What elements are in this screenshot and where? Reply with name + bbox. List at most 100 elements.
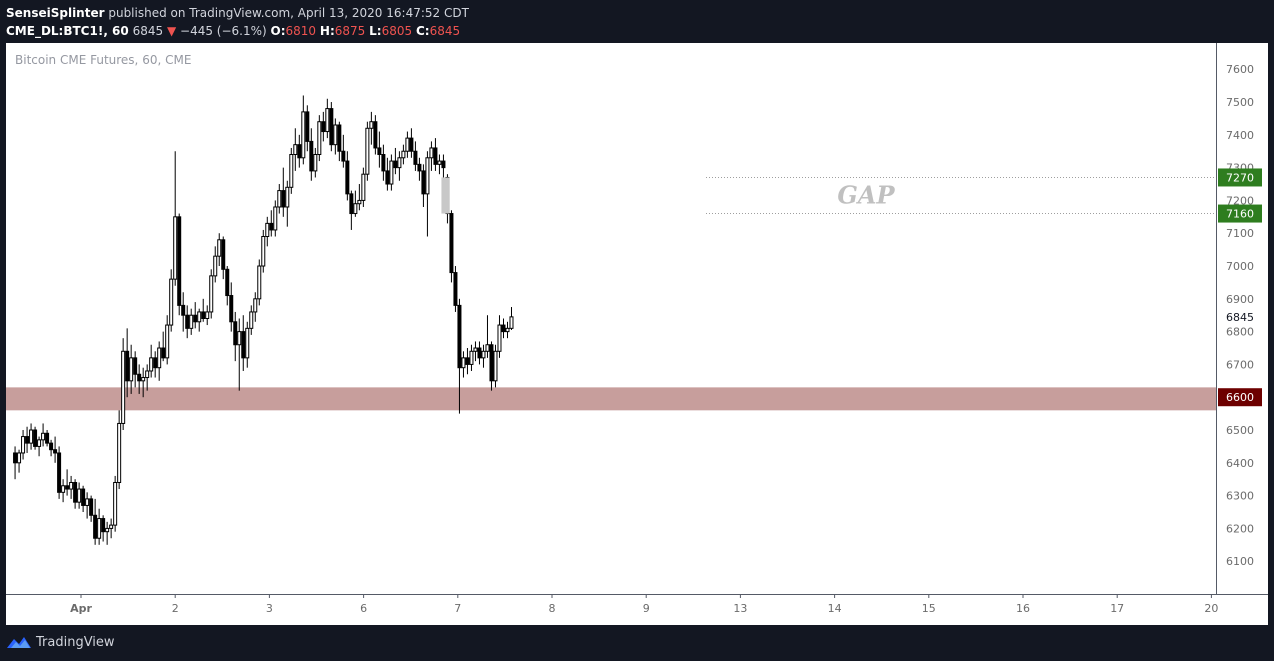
candle-body[interactable] <box>289 154 294 188</box>
candle-body[interactable] <box>209 275 214 313</box>
candle-body[interactable] <box>121 350 126 424</box>
candle-body[interactable] <box>485 344 490 352</box>
candle-body[interactable] <box>85 498 90 506</box>
candle-body[interactable] <box>253 298 258 313</box>
candle-body[interactable] <box>393 160 398 169</box>
candle-body[interactable] <box>257 265 262 300</box>
candle-body[interactable] <box>97 518 102 539</box>
candle-body[interactable] <box>221 239 226 270</box>
candle-body[interactable] <box>505 327 510 333</box>
candle-body[interactable] <box>173 216 178 280</box>
candle-body[interactable] <box>169 278 174 326</box>
candle-body[interactable] <box>89 498 94 516</box>
candle-body[interactable] <box>53 449 58 454</box>
candle-body[interactable] <box>357 199 362 205</box>
candle-body[interactable] <box>501 324 506 333</box>
candle-body[interactable] <box>177 216 182 306</box>
candle-body[interactable] <box>229 295 234 323</box>
candle-body[interactable] <box>185 314 190 329</box>
candle-body[interactable] <box>109 524 114 529</box>
candle-body[interactable] <box>401 150 406 159</box>
candle-body[interactable] <box>37 439 42 447</box>
candle-body[interactable] <box>33 429 38 447</box>
candle-body[interactable] <box>245 327 250 359</box>
tradingview-brand[interactable]: TradingView <box>36 634 115 650</box>
candle-body[interactable] <box>225 268 230 297</box>
candle-body[interactable] <box>205 311 210 320</box>
candle-body[interactable] <box>405 137 410 152</box>
candle-body[interactable] <box>77 488 82 503</box>
candle-body[interactable] <box>481 350 486 359</box>
candle-body[interactable] <box>337 124 342 152</box>
candle-body[interactable] <box>473 347 478 352</box>
candle-body[interactable] <box>213 255 218 277</box>
candle-body[interactable] <box>141 377 146 382</box>
candle-body[interactable] <box>201 311 206 320</box>
candle-body[interactable] <box>497 324 502 352</box>
candle-body[interactable] <box>137 373 142 382</box>
candle-body[interactable] <box>361 173 366 201</box>
candle-body[interactable] <box>161 347 166 359</box>
candle-body[interactable] <box>369 121 374 129</box>
candle-body[interactable] <box>493 350 498 382</box>
candle-body[interactable] <box>353 203 358 215</box>
candle-body[interactable] <box>21 436 26 454</box>
tradingview-logo-icon[interactable] <box>6 635 32 649</box>
candle-body[interactable] <box>477 347 482 359</box>
candle-body[interactable] <box>301 111 306 159</box>
candle-body[interactable] <box>293 144 298 156</box>
candle-body[interactable] <box>81 488 86 506</box>
candle-body[interactable] <box>269 222 274 231</box>
publisher-name[interactable]: SenseiSplinter <box>6 6 105 20</box>
candle-body[interactable] <box>101 518 106 533</box>
candle-body[interactable] <box>145 370 150 379</box>
candle-body[interactable] <box>321 121 326 133</box>
candle-body[interactable] <box>181 304 186 316</box>
candle-body[interactable] <box>309 140 314 172</box>
candle-body[interactable] <box>61 485 66 493</box>
candle-body[interactable] <box>249 311 254 329</box>
candle-body[interactable] <box>457 304 462 369</box>
candle-body[interactable] <box>413 150 418 165</box>
candle-body[interactable] <box>509 316 514 329</box>
candle-body[interactable] <box>397 157 402 169</box>
candle-body[interactable] <box>157 347 162 369</box>
candle-body[interactable] <box>429 147 434 159</box>
candle-body[interactable] <box>325 108 330 133</box>
candle-body[interactable] <box>441 160 446 169</box>
candle-body[interactable] <box>421 170 426 195</box>
candle-body[interactable] <box>189 314 194 329</box>
candle-body[interactable] <box>461 357 466 369</box>
candle-body[interactable] <box>489 344 494 382</box>
candle-body[interactable] <box>25 436 30 444</box>
candle-body[interactable] <box>117 422 122 483</box>
candle-body[interactable] <box>165 324 170 359</box>
candle-body[interactable] <box>377 147 382 156</box>
candle-body[interactable] <box>425 157 430 195</box>
candle-body[interactable] <box>133 357 138 375</box>
candle-body[interactable] <box>453 272 458 306</box>
candle-body[interactable] <box>13 452 18 464</box>
candle-body[interactable] <box>277 190 282 208</box>
candle-body[interactable] <box>105 527 110 533</box>
candle-body[interactable] <box>385 170 390 185</box>
candle-body[interactable] <box>469 350 474 365</box>
candle-body[interactable] <box>345 160 350 195</box>
candle-body[interactable] <box>193 314 198 323</box>
candle-body[interactable] <box>349 193 354 215</box>
candle-body[interactable] <box>237 331 242 346</box>
candle-body[interactable] <box>93 514 98 539</box>
candle-body[interactable] <box>241 331 246 359</box>
candle-body[interactable] <box>285 186 290 208</box>
candle-body[interactable] <box>65 485 70 490</box>
candle-body[interactable] <box>125 350 130 382</box>
candle-body[interactable] <box>417 163 422 172</box>
candle-body[interactable] <box>449 213 454 274</box>
candle-body[interactable] <box>317 121 322 156</box>
candlestick-chart[interactable]: GAP 6100 6200 6300 6400 6500 6600 6700 6800 6900 7… <box>6 43 1268 625</box>
candle-body[interactable] <box>373 121 378 149</box>
candle-body[interactable] <box>305 111 310 142</box>
candle-body[interactable] <box>197 311 202 323</box>
candle-body[interactable] <box>49 442 54 451</box>
candle-body[interactable] <box>41 432 46 441</box>
